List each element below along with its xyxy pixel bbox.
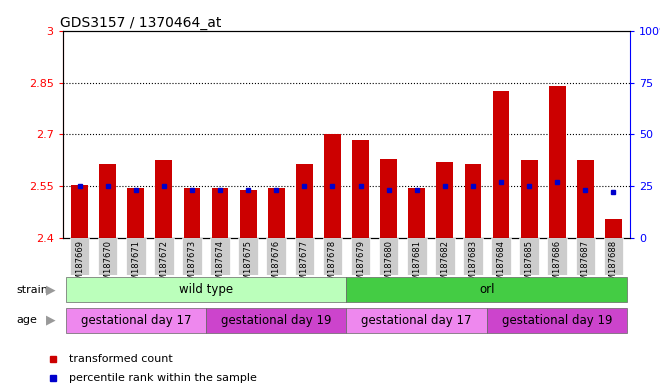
Text: transformed count: transformed count — [69, 354, 173, 364]
Text: GDS3157 / 1370464_at: GDS3157 / 1370464_at — [60, 16, 221, 30]
Text: GSM187675: GSM187675 — [244, 240, 253, 291]
Text: percentile rank within the sample: percentile rank within the sample — [69, 373, 257, 383]
FancyBboxPatch shape — [487, 308, 628, 333]
Bar — [324, 134, 341, 238]
FancyBboxPatch shape — [65, 308, 206, 333]
Text: GSM187670: GSM187670 — [103, 240, 112, 291]
Text: GSM187688: GSM187688 — [609, 240, 618, 291]
Bar — [240, 190, 257, 238]
Bar — [352, 140, 369, 238]
Text: orl: orl — [479, 283, 495, 296]
Text: GSM187674: GSM187674 — [216, 240, 224, 291]
Bar — [577, 161, 594, 238]
Text: GSM187669: GSM187669 — [75, 240, 84, 291]
Text: wild type: wild type — [179, 283, 233, 296]
Bar — [409, 188, 425, 238]
FancyBboxPatch shape — [346, 308, 487, 333]
FancyBboxPatch shape — [182, 238, 202, 275]
Text: gestational day 17: gestational day 17 — [362, 314, 472, 327]
FancyBboxPatch shape — [491, 238, 511, 275]
Text: GSM187673: GSM187673 — [187, 240, 197, 291]
Text: gestational day 19: gestational day 19 — [221, 314, 331, 327]
Bar — [71, 184, 88, 238]
Text: GSM187680: GSM187680 — [384, 240, 393, 291]
Text: GSM187681: GSM187681 — [412, 240, 421, 291]
Text: GSM187678: GSM187678 — [328, 240, 337, 291]
FancyBboxPatch shape — [98, 238, 117, 275]
Bar — [605, 219, 622, 238]
Text: ▶: ▶ — [46, 314, 55, 327]
Bar — [155, 161, 172, 238]
Bar — [127, 188, 144, 238]
FancyBboxPatch shape — [238, 238, 258, 275]
Text: GSM187677: GSM187677 — [300, 240, 309, 291]
FancyBboxPatch shape — [519, 238, 539, 275]
FancyBboxPatch shape — [379, 238, 399, 275]
FancyBboxPatch shape — [70, 238, 89, 275]
FancyBboxPatch shape — [211, 238, 230, 275]
FancyBboxPatch shape — [346, 277, 628, 302]
Bar — [212, 188, 228, 238]
Text: gestational day 19: gestational day 19 — [502, 314, 612, 327]
FancyBboxPatch shape — [154, 238, 174, 275]
FancyBboxPatch shape — [350, 238, 370, 275]
FancyBboxPatch shape — [267, 238, 286, 275]
Bar — [268, 188, 284, 238]
Text: strain: strain — [16, 285, 48, 295]
Text: GSM187686: GSM187686 — [552, 240, 562, 291]
Text: ▶: ▶ — [46, 283, 55, 296]
Text: age: age — [16, 315, 38, 325]
FancyBboxPatch shape — [323, 238, 343, 275]
Text: GSM187684: GSM187684 — [496, 240, 506, 291]
Text: gestational day 17: gestational day 17 — [81, 314, 191, 327]
Bar — [436, 162, 453, 238]
Text: GSM187683: GSM187683 — [469, 240, 477, 291]
Bar — [465, 164, 481, 238]
Text: GSM187671: GSM187671 — [131, 240, 141, 291]
FancyBboxPatch shape — [206, 308, 346, 333]
Text: GSM187687: GSM187687 — [581, 240, 590, 291]
Bar — [183, 188, 201, 238]
Text: GSM187676: GSM187676 — [272, 240, 280, 291]
Bar — [521, 161, 538, 238]
FancyBboxPatch shape — [407, 238, 426, 275]
FancyBboxPatch shape — [126, 238, 146, 275]
FancyBboxPatch shape — [576, 238, 595, 275]
FancyBboxPatch shape — [435, 238, 455, 275]
Bar — [99, 164, 116, 238]
Bar — [296, 164, 313, 238]
FancyBboxPatch shape — [547, 238, 567, 275]
Bar — [380, 159, 397, 238]
Bar — [492, 91, 510, 238]
Text: GSM187672: GSM187672 — [159, 240, 168, 291]
FancyBboxPatch shape — [65, 277, 346, 302]
FancyBboxPatch shape — [294, 238, 314, 275]
FancyBboxPatch shape — [463, 238, 482, 275]
Bar — [549, 86, 566, 238]
Text: GSM187685: GSM187685 — [525, 240, 534, 291]
Text: GSM187682: GSM187682 — [440, 240, 449, 291]
FancyBboxPatch shape — [604, 238, 623, 275]
Text: GSM187679: GSM187679 — [356, 240, 365, 291]
